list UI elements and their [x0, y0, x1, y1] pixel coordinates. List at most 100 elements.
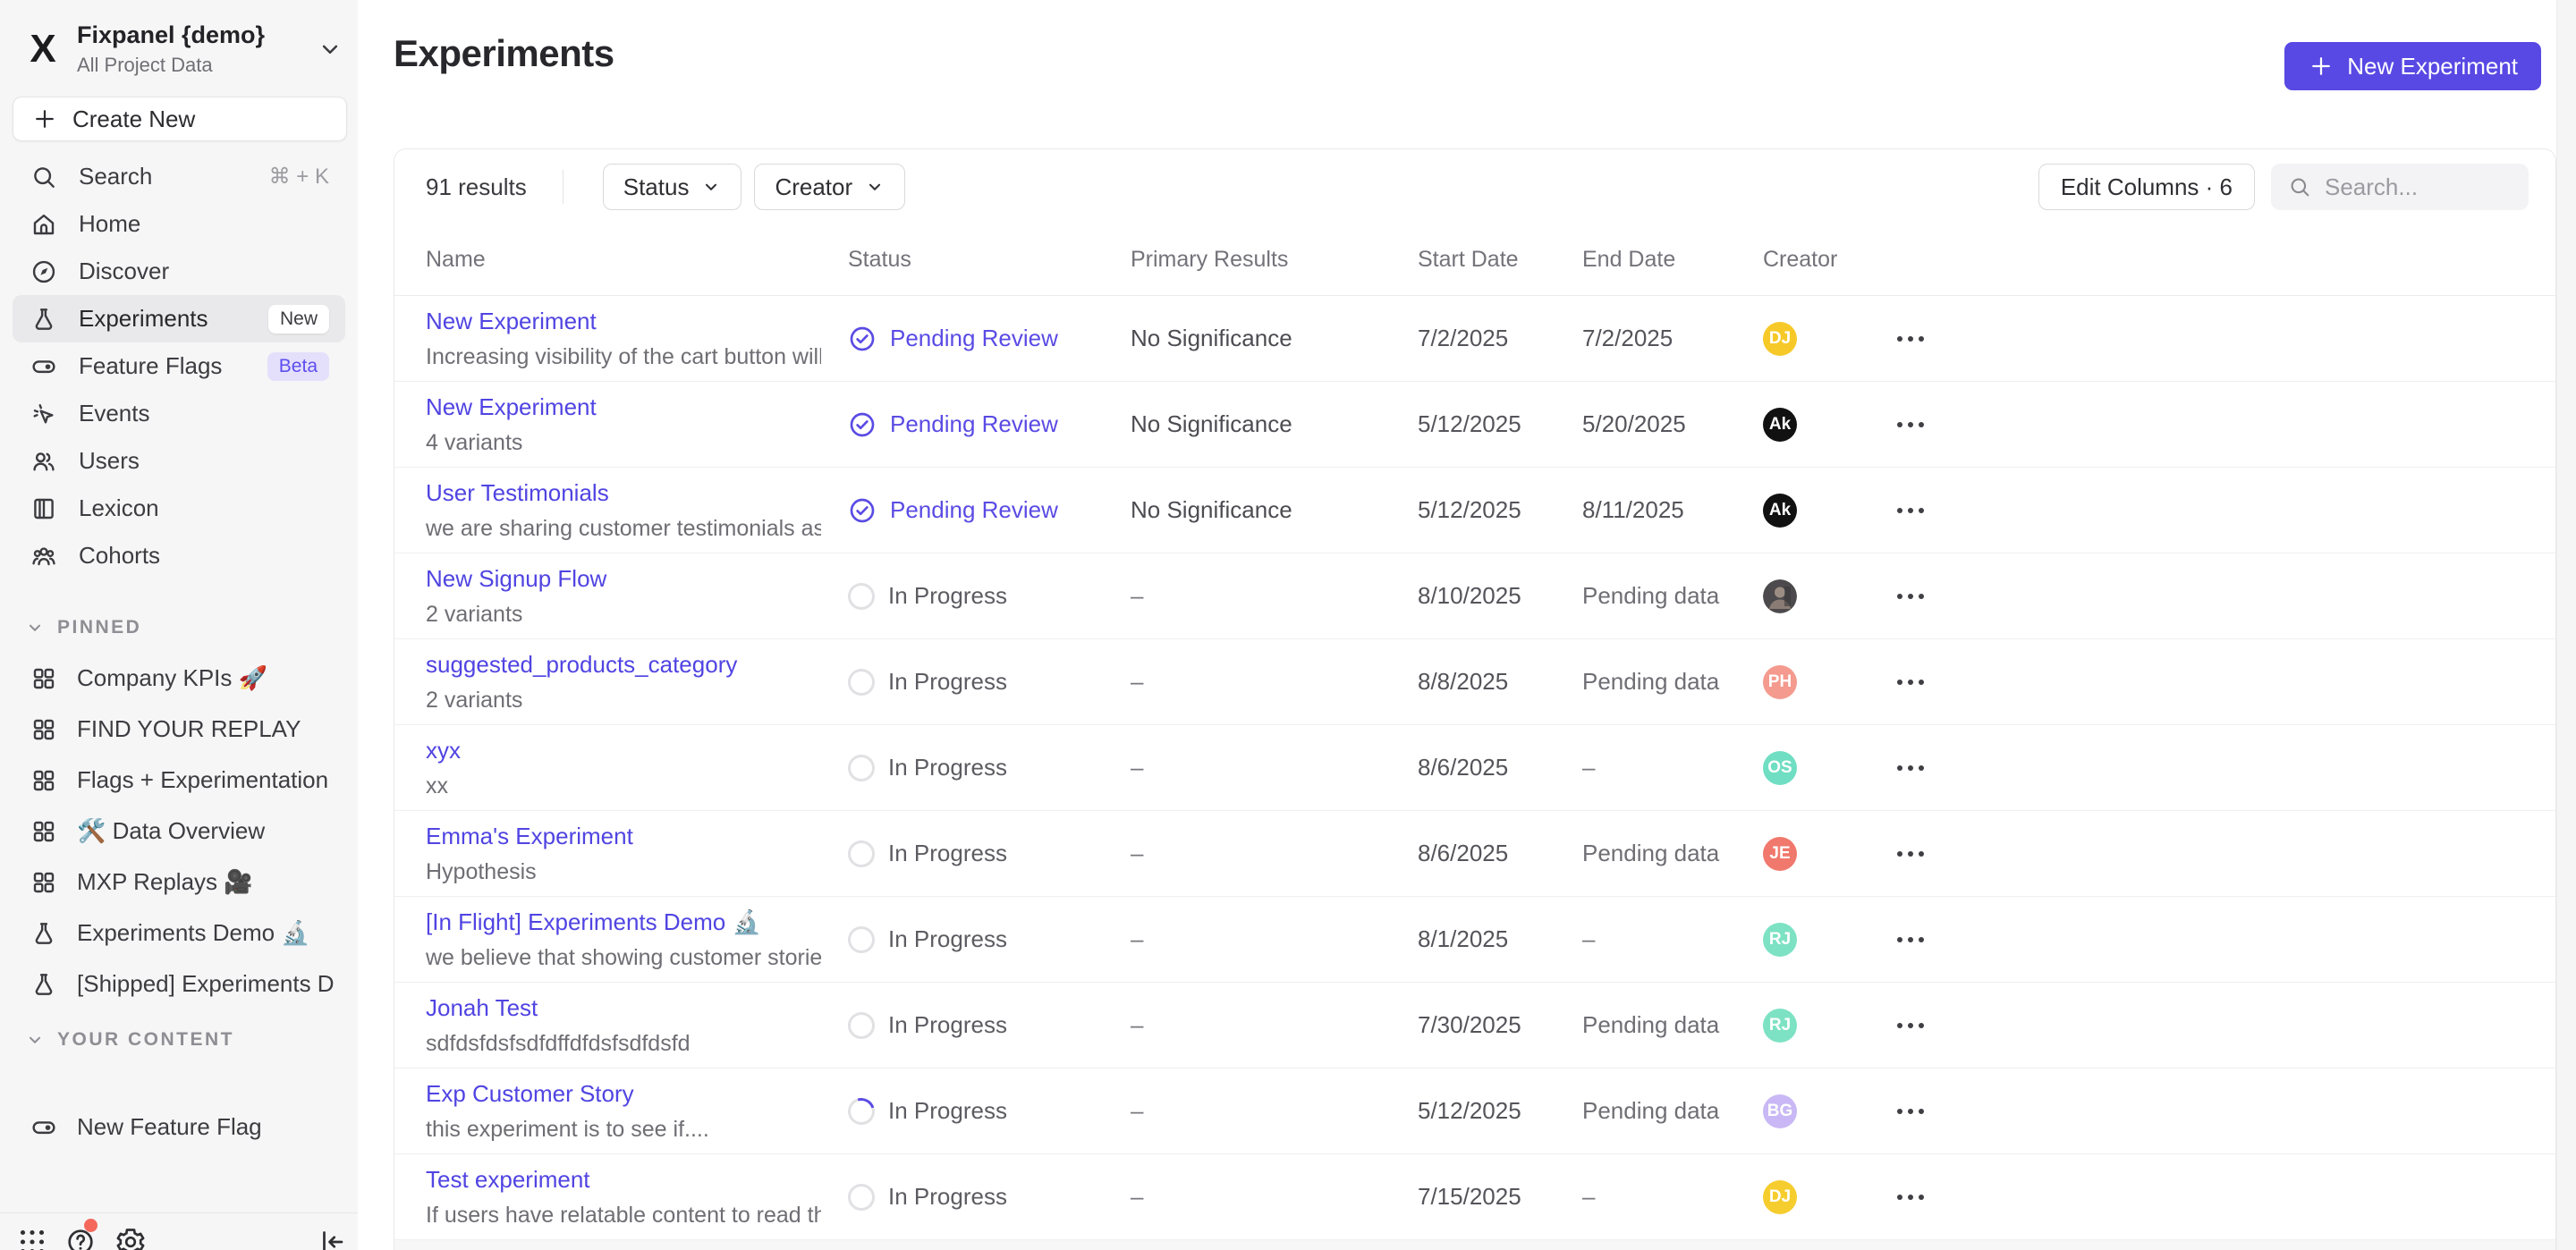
experiment-link[interactable]: suggested_products_category — [426, 650, 738, 678]
help-icon[interactable] — [64, 1226, 97, 1250]
edit-columns-button[interactable]: Edit Columns · 6 — [2038, 164, 2255, 210]
fixpanel-logo-icon: X — [30, 27, 55, 71]
sidebar-item-experiments[interactable]: Experiments New — [13, 295, 345, 342]
start-date-cell: 5/12/2025 — [1418, 496, 1521, 523]
list-item[interactable]: [Shipped] Experiments Demo 🖊️ — [13, 959, 351, 1009]
avatar-photo[interactable] — [1763, 579, 1797, 613]
spinner-icon — [843, 1093, 880, 1129]
end-date-cell: Pending data — [1582, 1097, 1720, 1124]
sidebar-item-users[interactable]: Users — [13, 437, 345, 485]
chevron-down-icon — [29, 624, 41, 631]
sidebar-item-lexicon[interactable]: Lexicon — [13, 485, 345, 532]
sidebar-item-home[interactable]: Home — [13, 200, 345, 248]
progress-circle-icon — [848, 840, 875, 867]
experiment-description: 2 variants — [426, 601, 523, 627]
avatar[interactable]: DJ — [1763, 1179, 1797, 1214]
row-actions-menu-button[interactable] — [1897, 319, 1954, 359]
sidebar-item-label: Cohorts — [79, 542, 161, 569]
check-circle-icon — [848, 410, 877, 439]
collapse-sidebar-icon[interactable] — [315, 1226, 347, 1250]
progress-circle-icon — [848, 754, 875, 781]
status-label: In Progress — [888, 925, 1007, 952]
row-actions-menu-button[interactable] — [1897, 405, 1954, 444]
board-icon — [29, 714, 59, 745]
avatar[interactable]: BG — [1763, 1094, 1797, 1128]
primary-results-cell: No Significance — [1131, 410, 1292, 437]
row-actions-menu-button[interactable] — [1897, 1006, 1954, 1045]
column-header-status[interactable]: Status — [848, 247, 911, 272]
apps-grid-icon[interactable] — [16, 1226, 48, 1250]
avatar[interactable]: RJ — [1763, 922, 1797, 957]
avatar[interactable]: JE — [1763, 836, 1797, 871]
experiment-link[interactable]: Jonah Test — [426, 993, 538, 1021]
row-actions-menu-button[interactable] — [1897, 920, 1954, 959]
row-actions-menu-button[interactable] — [1897, 834, 1954, 874]
list-item[interactable]: FIND YOUR REPLAY — [13, 704, 351, 755]
flask-icon — [29, 969, 59, 1000]
row-actions-menu-button[interactable] — [1897, 663, 1954, 702]
experiment-link[interactable]: New Experiment — [426, 307, 597, 334]
status-label: Pending Review — [890, 496, 1058, 523]
avatar[interactable]: DJ — [1763, 321, 1797, 356]
sidebar-footer — [0, 1212, 358, 1250]
status-cell: In Progress — [848, 1011, 1131, 1039]
end-date-cell: – — [1582, 754, 1596, 781]
column-header-primary-results[interactable]: Primary Results — [1131, 247, 1289, 272]
avatar[interactable]: OS — [1763, 750, 1797, 785]
row-actions-menu-button[interactable] — [1897, 577, 1954, 616]
table-row: suggested_products_category 2 variants I… — [394, 639, 2555, 725]
start-date-cell: 8/1/2025 — [1418, 925, 1509, 952]
list-item[interactable]: Experiments Demo 🔬 — [13, 908, 351, 959]
list-item[interactable]: 🛠️ Data Overview — [13, 806, 351, 857]
creator-filter-button[interactable]: Creator — [754, 164, 906, 210]
experiment-link[interactable]: Exp Customer Story — [426, 1079, 634, 1107]
sidebar-item-discover[interactable]: Discover — [13, 248, 345, 295]
column-header-start-date[interactable]: Start Date — [1418, 247, 1519, 272]
toggle-icon — [29, 351, 59, 382]
sidebar-item-search[interactable]: Search ⌘ + K — [13, 153, 345, 200]
row-actions-menu-button[interactable] — [1897, 1178, 1954, 1217]
experiment-link[interactable]: Emma's Experiment — [426, 822, 633, 849]
sidebar-item-feature-flags[interactable]: Feature Flags Beta — [13, 342, 345, 390]
avatar[interactable]: PH — [1763, 664, 1797, 699]
status-cell: In Progress — [848, 582, 1131, 610]
experiment-link[interactable]: New Experiment — [426, 393, 597, 420]
new-experiment-button[interactable]: New Experiment — [2284, 42, 2541, 90]
experiment-link[interactable]: New Signup Flow — [426, 564, 607, 592]
primary-results-cell: – — [1131, 1011, 1144, 1038]
table-row: New Signup Flow 2 variants In Progress –… — [394, 553, 2555, 639]
sidebar-item-label: Experiments — [79, 305, 208, 332]
create-new-button[interactable]: Create New — [13, 97, 347, 141]
list-item[interactable]: Flags + Experimentation Demo , — [13, 755, 351, 806]
column-header-creator[interactable]: Creator — [1763, 247, 1838, 272]
experiment-link[interactable]: xyx — [426, 736, 461, 764]
list-item[interactable]: Company KPIs 🚀 — [13, 653, 351, 704]
experiment-link[interactable]: [In Flight] Experiments Demo 🔬 — [426, 908, 761, 935]
sidebar-item-label: Users — [79, 447, 140, 474]
sidebar-item-cohorts[interactable]: Cohorts — [13, 532, 345, 579]
row-actions-menu-button[interactable] — [1897, 748, 1954, 788]
project-switcher[interactable]: X Fixpanel {demo} All Project Data — [23, 20, 343, 79]
scrollbar-track[interactable] — [2556, 0, 2576, 1250]
avatar[interactable]: Ak — [1763, 493, 1797, 528]
your-content-section-header[interactable]: YOUR CONTENT — [25, 1029, 234, 1051]
column-header-end-date[interactable]: End Date — [1582, 247, 1676, 272]
gear-icon[interactable] — [114, 1226, 147, 1250]
sidebar-item-events[interactable]: Events — [13, 390, 345, 437]
list-item[interactable]: MXP Replays 🎥 — [13, 857, 351, 908]
chevron-down-icon — [317, 36, 343, 63]
row-actions-menu-button[interactable] — [1897, 491, 1954, 530]
status-label: In Progress — [888, 840, 1007, 866]
column-header-name[interactable]: Name — [426, 247, 486, 272]
search-input[interactable] — [2325, 173, 2512, 201]
pinned-section-header[interactable]: PINNED — [25, 617, 141, 638]
avatar[interactable]: RJ — [1763, 1008, 1797, 1043]
experiment-link[interactable]: Test experiment — [426, 1165, 590, 1193]
status-filter-button[interactable]: Status — [602, 164, 742, 210]
experiment-link[interactable]: User Testimonials — [426, 478, 609, 506]
experiment-description: 2 variants — [426, 687, 523, 713]
row-actions-menu-button[interactable] — [1897, 1092, 1954, 1131]
avatar[interactable]: Ak — [1763, 407, 1797, 442]
list-item[interactable]: New Feature Flag — [13, 1102, 351, 1153]
page-title: Experiments — [394, 32, 614, 74]
